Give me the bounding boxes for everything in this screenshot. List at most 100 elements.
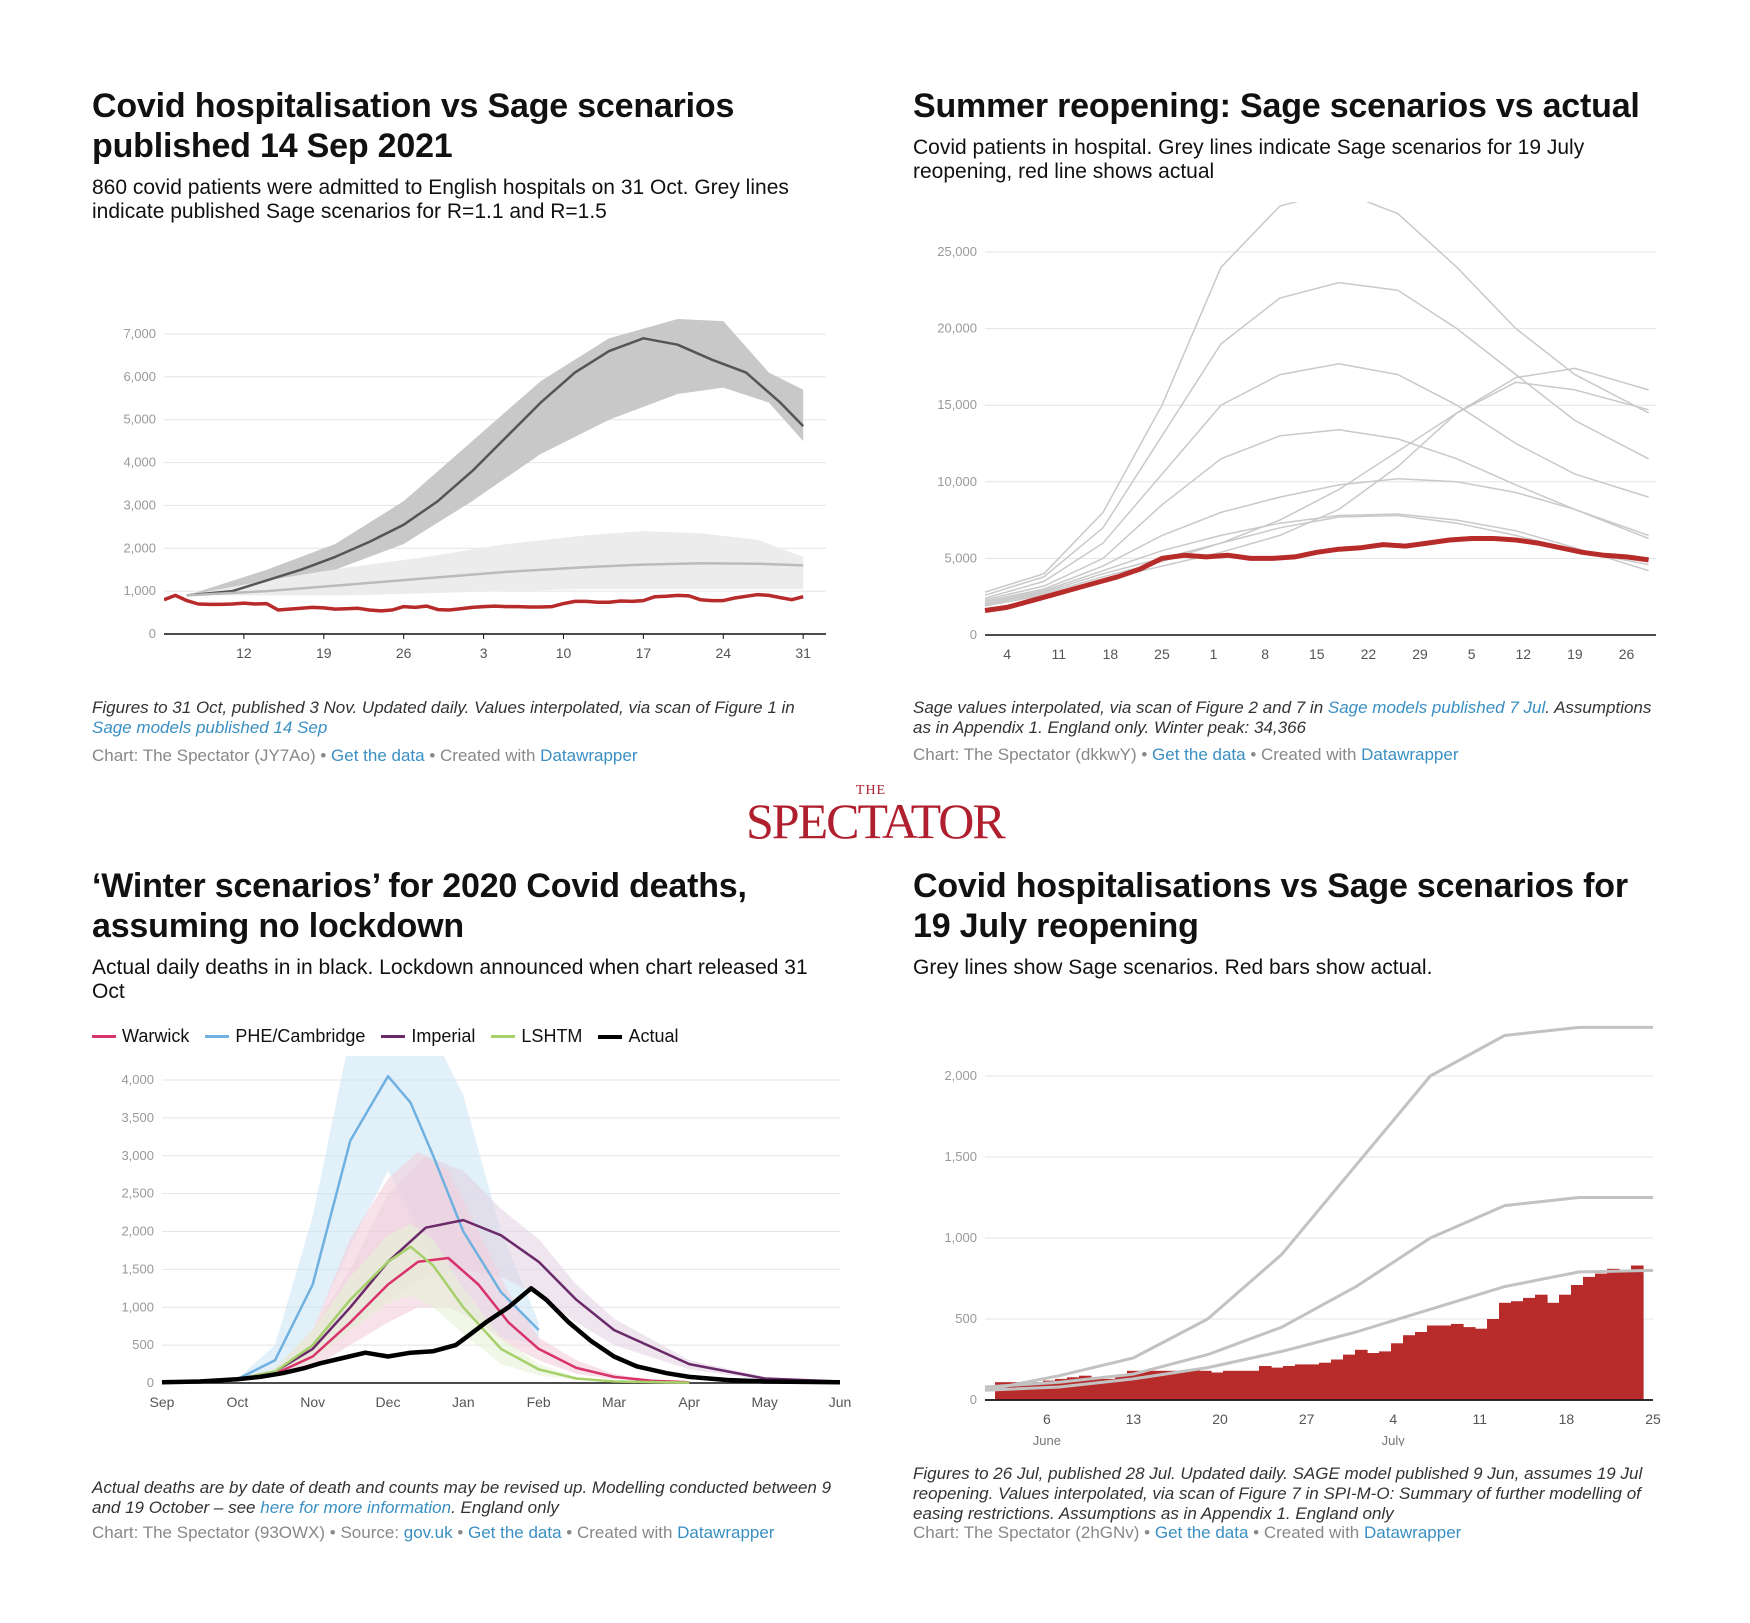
bar (1163, 1370, 1176, 1400)
y-tick-label: 3,000 (123, 497, 156, 512)
x-tick-label: 4 (1389, 1411, 1397, 1427)
y-tick-label: 2,000 (123, 540, 156, 555)
bar (1247, 1370, 1260, 1400)
bar (1403, 1335, 1416, 1400)
scenario-line (984, 513, 1649, 604)
bar (1391, 1343, 1404, 1400)
y-tick-label: 500 (955, 1311, 977, 1326)
bar (1463, 1327, 1476, 1400)
chart-winter-deaths: 0 500 1,000 1,500 2,000 2,500 3,000 3,500 4,000 S… (121, 1056, 851, 1410)
x-tick-label: 26 (396, 645, 412, 661)
x-tick-label: 12 (1515, 646, 1531, 662)
datawrapper-link[interactable]: Datawrapper (1363, 1523, 1462, 1542)
x-tick-label: 13 (1126, 1411, 1142, 1427)
x-tick-label: 26 (1619, 646, 1635, 662)
bar (1103, 1378, 1116, 1400)
series-line (237, 1218, 841, 1383)
x-tick-label: 10 (556, 645, 572, 661)
bar (1043, 1380, 1056, 1400)
credit-text: • (452, 1523, 468, 1542)
spectator-logo: THE SPECTATOR (746, 784, 1006, 847)
chart-credit: Chart: The Spectator (JY7Ao) • Get the d… (92, 746, 832, 766)
x-tick-label: 15 (1309, 646, 1325, 662)
bar (1631, 1265, 1644, 1400)
get-the-data-link[interactable]: Get the data (331, 746, 425, 765)
datawrapper-link[interactable]: Datawrapper (677, 1523, 775, 1542)
bar (1223, 1370, 1236, 1400)
x-tick-label: Sep (150, 1394, 175, 1410)
chart-hospitalisation-sep: 01,0002,0003,0004,0005,0006,0007,00012Se… (123, 319, 826, 661)
chart-legend: Warwick PHE/Cambridge Imperial LSHTM Act… (92, 1026, 678, 1047)
scenario-line (984, 1025, 1653, 1392)
credit-text: • Created with (561, 1523, 678, 1542)
x-tick-label: 6 (1043, 1411, 1051, 1427)
bar (1439, 1325, 1452, 1400)
bar (1079, 1375, 1092, 1400)
more-information-link[interactable]: here for more information (260, 1498, 452, 1517)
legend-swatch (598, 1034, 623, 1039)
legend-item-phe-cambridge: PHE/Cambridge (205, 1026, 365, 1047)
x-tick-sublabel: July (1382, 1433, 1406, 1446)
bar (1367, 1353, 1380, 1400)
chart-notes: Actual deaths are by date of death and c… (92, 1478, 832, 1518)
legend-label: LSHTM (521, 1026, 583, 1046)
series-line (164, 592, 804, 613)
legend-swatch (491, 1035, 516, 1038)
notes-text: Figures to 26 Jul, published 28 Jul. Upd… (913, 1464, 1643, 1523)
y-tick-label: 0 (970, 627, 977, 642)
credit-text: • Created with (424, 746, 541, 765)
scenario-line (984, 202, 1649, 593)
x-tick-label: May (751, 1394, 777, 1410)
datawrapper-link[interactable]: Datawrapper (540, 746, 638, 765)
chart-credit: Chart: The Spectator (93OWX) • Source: g… (92, 1523, 832, 1543)
get-the-data-link[interactable]: Get the data (1152, 745, 1246, 764)
x-tick-label: 12 (236, 645, 252, 661)
x-tick-label: 25 (1645, 1411, 1661, 1427)
chart-credit: Chart: The Spectator (dkkwY) • Get the d… (913, 745, 1653, 765)
chart-title: Summer reopening: Sage scenarios vs actu… (913, 87, 1640, 125)
x-tick-label: 18 (1103, 646, 1119, 662)
y-tick-label: 0 (970, 1392, 977, 1407)
y-tick-label: 15,000 (937, 397, 977, 412)
x-tick-label: Oct (226, 1394, 248, 1410)
notes-text: Sage values interpolated, via scan of Fi… (913, 698, 1328, 717)
get-the-data-link[interactable]: Get the data (1154, 1523, 1249, 1542)
legend-label: Warwick (122, 1026, 190, 1046)
notes-text: . England only (451, 1498, 559, 1517)
gov-uk-link[interactable]: gov.uk (403, 1523, 453, 1542)
scenario-line (984, 363, 1649, 599)
credit-text: • Created with (1245, 745, 1362, 764)
chart-notes: Sage values interpolated, via scan of Fi… (913, 698, 1653, 738)
credit-text: • Created with (1248, 1523, 1364, 1542)
chart-notes: Figures to 26 Jul, published 28 Jul. Upd… (913, 1464, 1653, 1524)
x-tick-label: 19 (1567, 646, 1583, 662)
sage-models-link[interactable]: Sage models published 7 Jul (1327, 698, 1546, 717)
y-tick-label: 5,000 (944, 550, 977, 565)
chart-summer-reopening: 05,00010,00015,00020,00025,0004Jul111825… (937, 202, 1656, 662)
x-tick-sublabel: June (1033, 1433, 1061, 1446)
legend-label: PHE/Cambridge (235, 1026, 366, 1046)
credit-text: Chart: The Spectator (2hGNv) • (913, 1523, 1155, 1542)
chart-description: Covid patients in hospital. Grey lines i… (913, 136, 1585, 183)
datawrapper-link[interactable]: Datawrapper (1361, 745, 1459, 764)
scenario-line (984, 381, 1649, 606)
notes-text: Actual deaths are by date of death and c… (92, 1478, 832, 1517)
notes-text: Figures to 31 Oct, published 3 Nov. Upda… (92, 698, 795, 717)
y-tick-label: 500 (132, 1337, 154, 1352)
x-tick-label: 17 (636, 645, 652, 661)
notes-text: . Assumptions as in Appendix 1. England … (913, 698, 1652, 737)
legend-swatch (381, 1035, 406, 1038)
series-line (161, 1286, 841, 1385)
y-tick-label: 0 (149, 626, 156, 641)
series-line (237, 1256, 690, 1384)
sage-models-link[interactable]: Sage models published 14 Sep (92, 718, 328, 737)
series-line (236, 1074, 540, 1381)
y-tick-label: 3,500 (121, 1110, 154, 1125)
x-tick-label: 31 (795, 645, 811, 661)
x-tick-label: 11 (1473, 1411, 1488, 1427)
x-tick-label: 3 (480, 645, 488, 661)
x-tick-label: 11 (1051, 646, 1066, 662)
legend-label: Imperial (411, 1026, 476, 1046)
chart-panel-hospitalisation-sep: Covid hospitalisation vs Sage scenarios … (92, 86, 832, 765)
get-the-data-link[interactable]: Get the data (468, 1523, 562, 1542)
